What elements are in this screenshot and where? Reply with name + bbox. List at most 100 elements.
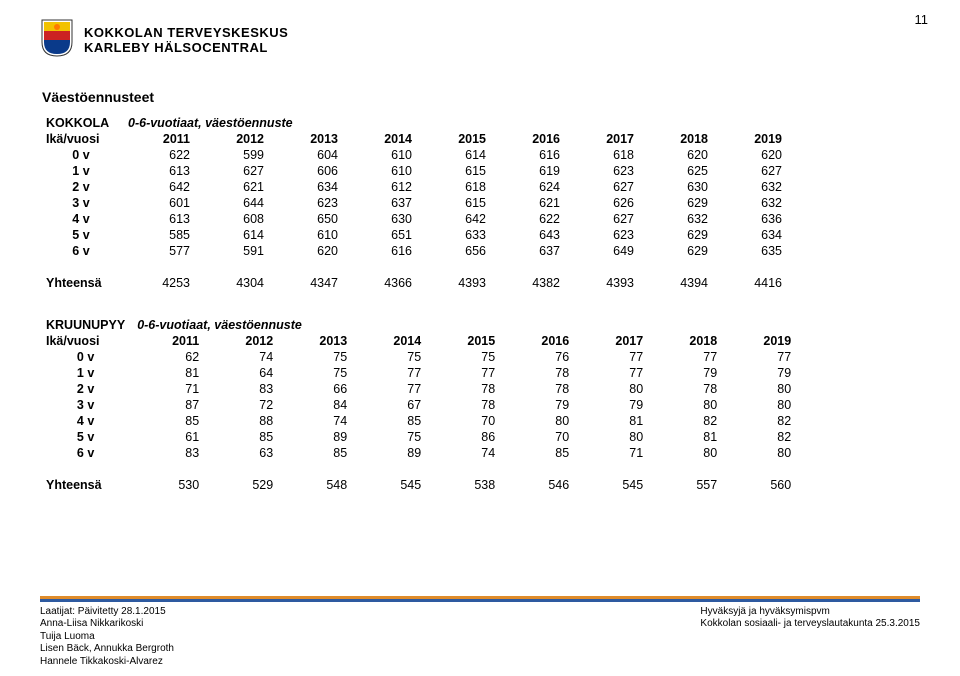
cell-value: 632 <box>714 195 788 211</box>
cell-value: 615 <box>418 195 492 211</box>
cell-value: 85 <box>205 429 279 445</box>
row-label: 0 v <box>40 147 122 163</box>
cell-value: 72 <box>205 397 279 413</box>
cell-value: 616 <box>492 147 566 163</box>
cell-value: 80 <box>501 413 575 429</box>
table-corner: KOKKOLA <box>40 115 122 131</box>
totals-row: Yhteensä530529548545538546545557560 <box>40 477 797 493</box>
cell-value: 87 <box>131 397 205 413</box>
year-header: 2019 <box>714 131 788 147</box>
cell-value: 82 <box>649 413 723 429</box>
footer-line: Lisen Bäck, Annukka Bergroth <box>40 643 174 656</box>
table-row: 5 v585614610651633643623629634 <box>40 227 788 243</box>
totals-value: 4394 <box>640 275 714 291</box>
org-name-line2: KARLEBY HÄLSOCENTRAL <box>84 41 288 56</box>
cell-value: 625 <box>640 163 714 179</box>
year-header: 2015 <box>418 131 492 147</box>
cell-value: 71 <box>575 445 649 461</box>
footer-right: Hyväksyjä ja hyväksymispvmKokkolan sosia… <box>700 606 920 669</box>
cell-value: 79 <box>501 397 575 413</box>
cell-value: 74 <box>205 349 279 365</box>
cell-value: 610 <box>344 147 418 163</box>
section-title: Väestöennusteet <box>42 89 920 105</box>
cell-value: 74 <box>427 445 501 461</box>
row-header-label: Ikä/vuosi <box>40 131 122 147</box>
year-header: 2013 <box>279 333 353 349</box>
cell-value: 79 <box>649 365 723 381</box>
cell-value: 621 <box>196 179 270 195</box>
cell-value: 79 <box>723 365 797 381</box>
cell-value: 80 <box>575 429 649 445</box>
cell-value: 78 <box>427 397 501 413</box>
cell-value: 70 <box>427 413 501 429</box>
cell-value: 623 <box>566 227 640 243</box>
cell-value: 79 <box>575 397 649 413</box>
cell-value: 77 <box>575 365 649 381</box>
footer-line: Hyväksyjä ja hyväksymispvm <box>700 606 920 619</box>
cell-value: 75 <box>279 365 353 381</box>
cell-value: 656 <box>418 243 492 259</box>
cell-value: 644 <box>196 195 270 211</box>
cell-value: 620 <box>270 243 344 259</box>
year-header: 2018 <box>640 131 714 147</box>
row-label: 1 v <box>40 163 122 179</box>
table-row: 6 v836385897485718080 <box>40 445 797 461</box>
cell-value: 651 <box>344 227 418 243</box>
footer-line: Hannele Tikkakoski-Alvarez <box>40 656 174 669</box>
cell-value: 619 <box>492 163 566 179</box>
cell-value: 85 <box>279 445 353 461</box>
cell-value: 630 <box>640 179 714 195</box>
table-row: 3 v877284677879798080 <box>40 397 797 413</box>
year-header: 2018 <box>649 333 723 349</box>
cell-value: 86 <box>427 429 501 445</box>
cell-value: 78 <box>501 365 575 381</box>
totals-value: 4416 <box>714 275 788 291</box>
cell-value: 85 <box>501 445 575 461</box>
table-row: 1 v816475777778777979 <box>40 365 797 381</box>
table-row: 0 v627475757576777777 <box>40 349 797 365</box>
table-row: 3 v601644623637615621626629632 <box>40 195 788 211</box>
cell-value: 622 <box>122 147 196 163</box>
cell-value: 82 <box>723 413 797 429</box>
table-row: 4 v858874857080818282 <box>40 413 797 429</box>
table-row: 6 v577591620616656637649629635 <box>40 243 788 259</box>
cell-value: 577 <box>122 243 196 259</box>
cell-value: 66 <box>279 381 353 397</box>
cell-value: 591 <box>196 243 270 259</box>
cell-value: 627 <box>196 163 270 179</box>
row-label: 5 v <box>40 429 131 445</box>
totals-label: Yhteensä <box>40 477 131 493</box>
year-header: 2014 <box>344 131 418 147</box>
year-header: 2015 <box>427 333 501 349</box>
totals-value: 538 <box>427 477 501 493</box>
totals-value: 4393 <box>566 275 640 291</box>
cell-value: 83 <box>205 381 279 397</box>
year-header: 2011 <box>122 131 196 147</box>
cell-value: 85 <box>353 413 427 429</box>
year-header: 2016 <box>492 131 566 147</box>
cell-value: 75 <box>427 349 501 365</box>
cell-value: 623 <box>566 163 640 179</box>
year-header: 2012 <box>196 131 270 147</box>
cell-value: 613 <box>122 163 196 179</box>
cell-value: 634 <box>270 179 344 195</box>
shield-icon <box>40 18 74 63</box>
cell-value: 612 <box>344 179 418 195</box>
row-label: 3 v <box>40 195 122 211</box>
totals-value: 530 <box>131 477 205 493</box>
cell-value: 613 <box>122 211 196 227</box>
totals-value: 546 <box>501 477 575 493</box>
cell-value: 636 <box>714 211 788 227</box>
table-row: 4 v613608650630642622627632636 <box>40 211 788 227</box>
cell-value: 71 <box>131 381 205 397</box>
cell-value: 75 <box>279 349 353 365</box>
cell-value: 620 <box>640 147 714 163</box>
cell-value: 618 <box>418 179 492 195</box>
row-label: 6 v <box>40 445 131 461</box>
cell-value: 606 <box>270 163 344 179</box>
totals-value: 529 <box>205 477 279 493</box>
footer-rule <box>40 596 920 602</box>
cell-value: 77 <box>427 365 501 381</box>
cell-value: 78 <box>649 381 723 397</box>
population-table: KOKKOLA0-6-vuotiaat, väestöennusteIkä/vu… <box>40 115 788 291</box>
